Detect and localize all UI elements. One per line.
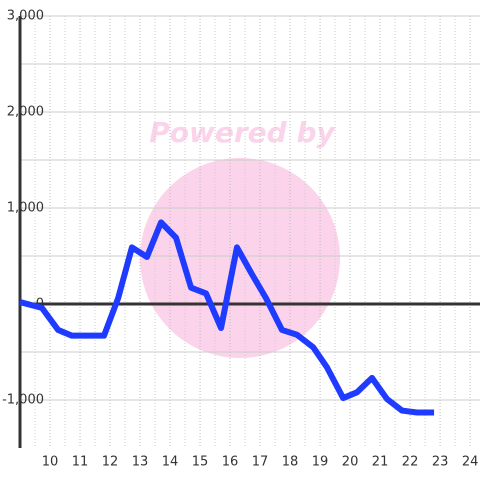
y-tick-label: -1,000 bbox=[2, 393, 44, 408]
x-tick-label: 22 bbox=[402, 455, 419, 470]
grid: -1,000 0 1,000 2,000 3,000 10 11 12 13 14 15 16 17 18… bbox=[2, 9, 480, 470]
x-tick-label: 14 bbox=[162, 455, 179, 470]
y-tick-label: 3,000 bbox=[7, 9, 44, 24]
watermark-text: Powered by bbox=[149, 116, 336, 149]
x-tick-label: 18 bbox=[282, 455, 299, 470]
x-tick-label: 19 bbox=[312, 455, 329, 470]
x-tick-label: 17 bbox=[252, 455, 269, 470]
y-tick-label: 0 bbox=[36, 297, 44, 312]
x-tick-label: 23 bbox=[432, 455, 449, 470]
x-tick-label: 24 bbox=[462, 455, 479, 470]
x-tick-label: 13 bbox=[132, 455, 149, 470]
x-tick-label: 11 bbox=[72, 455, 89, 470]
y-tick-label: 2,000 bbox=[7, 105, 44, 120]
x-tick-label: 15 bbox=[192, 455, 209, 470]
x-tick-label: 12 bbox=[102, 455, 119, 470]
y-tick-label: 1,000 bbox=[7, 201, 44, 216]
data-line bbox=[19, 219, 435, 416]
x-tick-label: 21 bbox=[372, 455, 389, 470]
x-tick-label: 20 bbox=[342, 455, 359, 470]
x-tick-label: 10 bbox=[42, 455, 59, 470]
plot bbox=[19, 219, 435, 416]
x-tick-label: 16 bbox=[222, 455, 239, 470]
